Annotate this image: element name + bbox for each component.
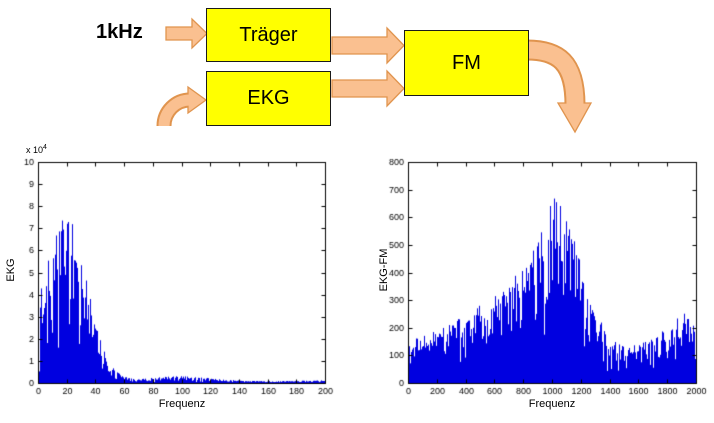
arrow-out-of-fm-outline — [526, 39, 586, 106]
block-traeger: Träger — [206, 8, 331, 62]
arrow-traeger-to-fm — [331, 26, 405, 65]
block-fm-label: FM — [452, 51, 481, 74]
ekg-spectrum-canvas — [0, 148, 348, 423]
ekgfm-spectrum-chart: EKG-FM Frequenz — [368, 148, 714, 423]
block-fm: FM — [404, 30, 529, 96]
arrow-out-of-fm-shaft — [526, 41, 584, 105]
arrow-into-ekg-outline — [156, 92, 191, 127]
arrow-ekg-to-fm — [331, 69, 405, 108]
ekg-spectrum-chart: x 104 EKG Frequenz — [0, 144, 348, 423]
ekgfm-xlabel: Frequenz — [528, 398, 576, 410]
ekg-xlabel: Frequenz — [158, 398, 206, 410]
ekg-yscale-base: x 10 — [26, 145, 44, 155]
arrow-into-ekg — [156, 85, 208, 127]
arrow-into-ekg-shaft — [158, 94, 191, 127]
arrow-1khz-to-traeger — [165, 17, 208, 50]
block-ekg: EKG — [206, 71, 331, 126]
ekg-yscale-exp: 4 — [43, 144, 47, 151]
ekgfm-spectrum-canvas — [368, 148, 714, 423]
ekg-ylabel: EKG — [5, 258, 17, 282]
block-ekg-label: EKG — [247, 87, 290, 109]
ekgfm-ylabel: EKG-FM — [378, 248, 390, 292]
block-traeger-label: Träger — [239, 23, 298, 46]
ekg-yscale-label: x 104 — [26, 144, 47, 155]
arrow-out-of-fm — [526, 39, 593, 134]
input-frequency-label: 1kHz — [96, 21, 143, 43]
arrow-out-of-fm-head — [556, 102, 593, 134]
arrow-into-ekg-head — [187, 85, 208, 115]
